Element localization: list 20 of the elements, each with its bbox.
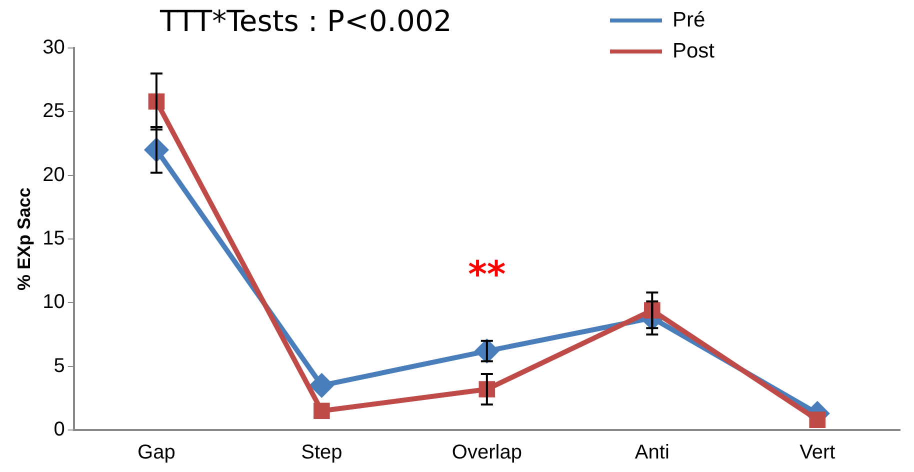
legend-label: Pré bbox=[672, 8, 706, 32]
y-tick-label: 30 bbox=[42, 36, 65, 59]
y-tick-label: 25 bbox=[42, 100, 65, 122]
point bbox=[310, 374, 334, 397]
x-tick-label: Step bbox=[301, 442, 342, 464]
y-axis-title: % EXp Sacc bbox=[14, 187, 34, 291]
legend-label: Post bbox=[672, 39, 715, 62]
x-tick-label: Overlap bbox=[452, 442, 522, 464]
y-tick-label: 20 bbox=[42, 164, 65, 186]
x-tick-label: Vert bbox=[800, 442, 836, 464]
y-tick-label: 5 bbox=[54, 354, 65, 377]
point bbox=[809, 412, 826, 428]
x-tick-label: Anti bbox=[634, 442, 670, 464]
y-tick-label: 15 bbox=[42, 228, 65, 250]
annotation: ** bbox=[468, 254, 506, 296]
chart-title: TTT*Tests : P<0.002 bbox=[160, 4, 452, 38]
y-tick-label: 10 bbox=[42, 291, 65, 314]
point bbox=[314, 402, 330, 420]
y-tick-label: 0 bbox=[54, 418, 65, 441]
x-tick-label: Gap bbox=[138, 442, 176, 464]
